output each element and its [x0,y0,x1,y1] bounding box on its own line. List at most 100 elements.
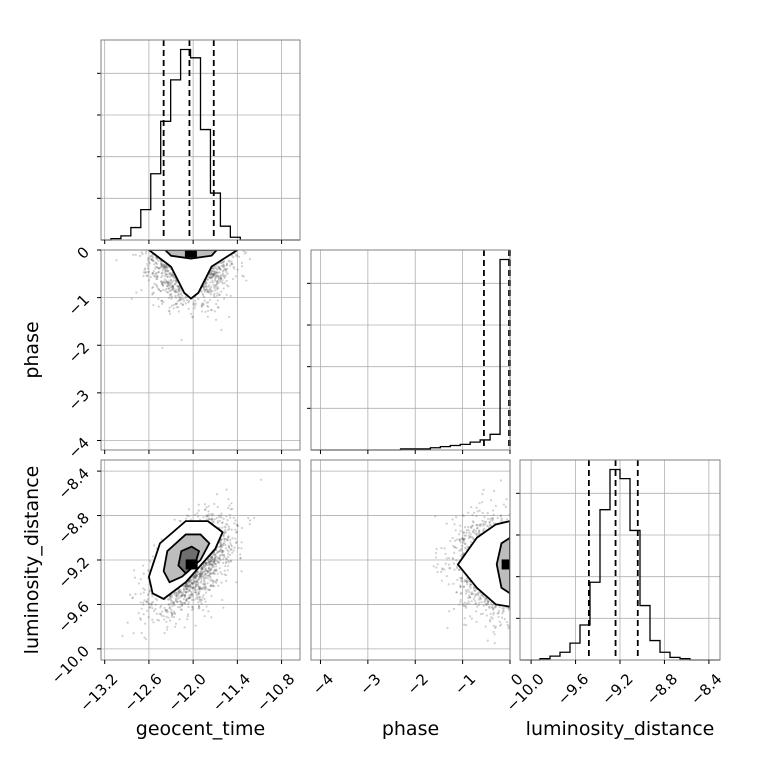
sample-point [203,561,207,565]
panel-border [100,39,301,241]
sample-point [198,590,201,593]
sample-point [201,567,204,570]
sample-point [474,599,477,602]
sample-point [172,303,175,306]
sample-point [151,272,154,275]
sample-point [209,293,212,296]
sample-point [162,263,166,266]
sample-point [219,261,222,265]
sample-point [219,514,222,517]
sample-point [190,592,193,595]
sample-point [194,591,197,594]
sample-point [156,257,159,260]
sample-point [216,521,219,525]
sample-point [170,273,173,277]
sample-point [210,560,213,563]
sample-point [171,600,174,604]
sample-point [223,538,226,541]
sample-point [220,581,223,584]
sample-point [144,271,147,275]
sample-point [164,609,167,612]
sample-point [491,519,494,522]
sample-point [200,310,204,313]
sample-point [239,553,242,556]
sample-point [163,282,167,285]
sample-point [148,589,151,592]
sample-point [217,584,220,587]
histogram-luminosity-distance [516,459,721,661]
sample-point [207,505,210,508]
sample-point [177,291,180,294]
sample-point [157,267,161,270]
sample-point [473,595,476,598]
sample-point [211,275,214,278]
sample-point [187,590,190,593]
sample-point [188,580,191,584]
sample-point [169,294,172,297]
sample-point [219,277,223,280]
sample-point [177,306,180,309]
sample-point [144,267,147,270]
sample-point [160,614,163,617]
sample-point [147,616,150,619]
sample-point [484,608,488,612]
sample-point [441,568,444,571]
sample-point [194,573,197,577]
sample-point [222,606,225,609]
sample-point [198,598,201,601]
sample-point [158,288,161,291]
sample-point [209,576,212,579]
sample-point [467,511,470,514]
sample-point [134,592,137,596]
sample-point [191,605,194,609]
sample-point [178,298,181,301]
sample-point [204,569,207,573]
sample-point [222,535,225,538]
sample-point [224,531,227,534]
sample-point [209,563,212,566]
sample-point [163,265,166,268]
sample-point [152,259,155,262]
sample-point [209,559,213,562]
sample-point [200,578,203,581]
sample-point [179,589,182,592]
sample-point [213,285,216,289]
sample-point [218,561,221,564]
sample-point [184,584,187,587]
sample-point [218,293,221,297]
sample-point [236,524,239,527]
sample-point [148,262,151,265]
sample-point [154,607,157,611]
sample-point [165,281,168,284]
sample-point [215,273,218,276]
sample-point [134,253,137,256]
sample-point [182,587,185,591]
sample-point [175,595,178,599]
sample-point [216,561,219,564]
sample-point [485,603,488,607]
sample-point [160,610,164,613]
sample-point [202,583,206,586]
sample-point [235,523,238,526]
sample-point [220,545,223,548]
sample-point [234,519,237,522]
sample-point [213,572,216,576]
sample-point [235,581,238,584]
sample-point [213,270,216,273]
sample-point [190,598,194,602]
sample-point [219,275,222,279]
sample-point [217,514,220,517]
sample-point [445,574,449,578]
sample-point [200,566,204,569]
sample-point [226,569,229,572]
sample-point [210,562,213,566]
sample-point [180,298,183,301]
sample-point [155,257,159,260]
sample-point [204,561,207,564]
sample-point [465,590,469,593]
sample-point [223,540,226,543]
sample-point [230,560,233,563]
sample-point [459,541,462,544]
sample-point [175,290,179,293]
sample-point [175,594,178,597]
